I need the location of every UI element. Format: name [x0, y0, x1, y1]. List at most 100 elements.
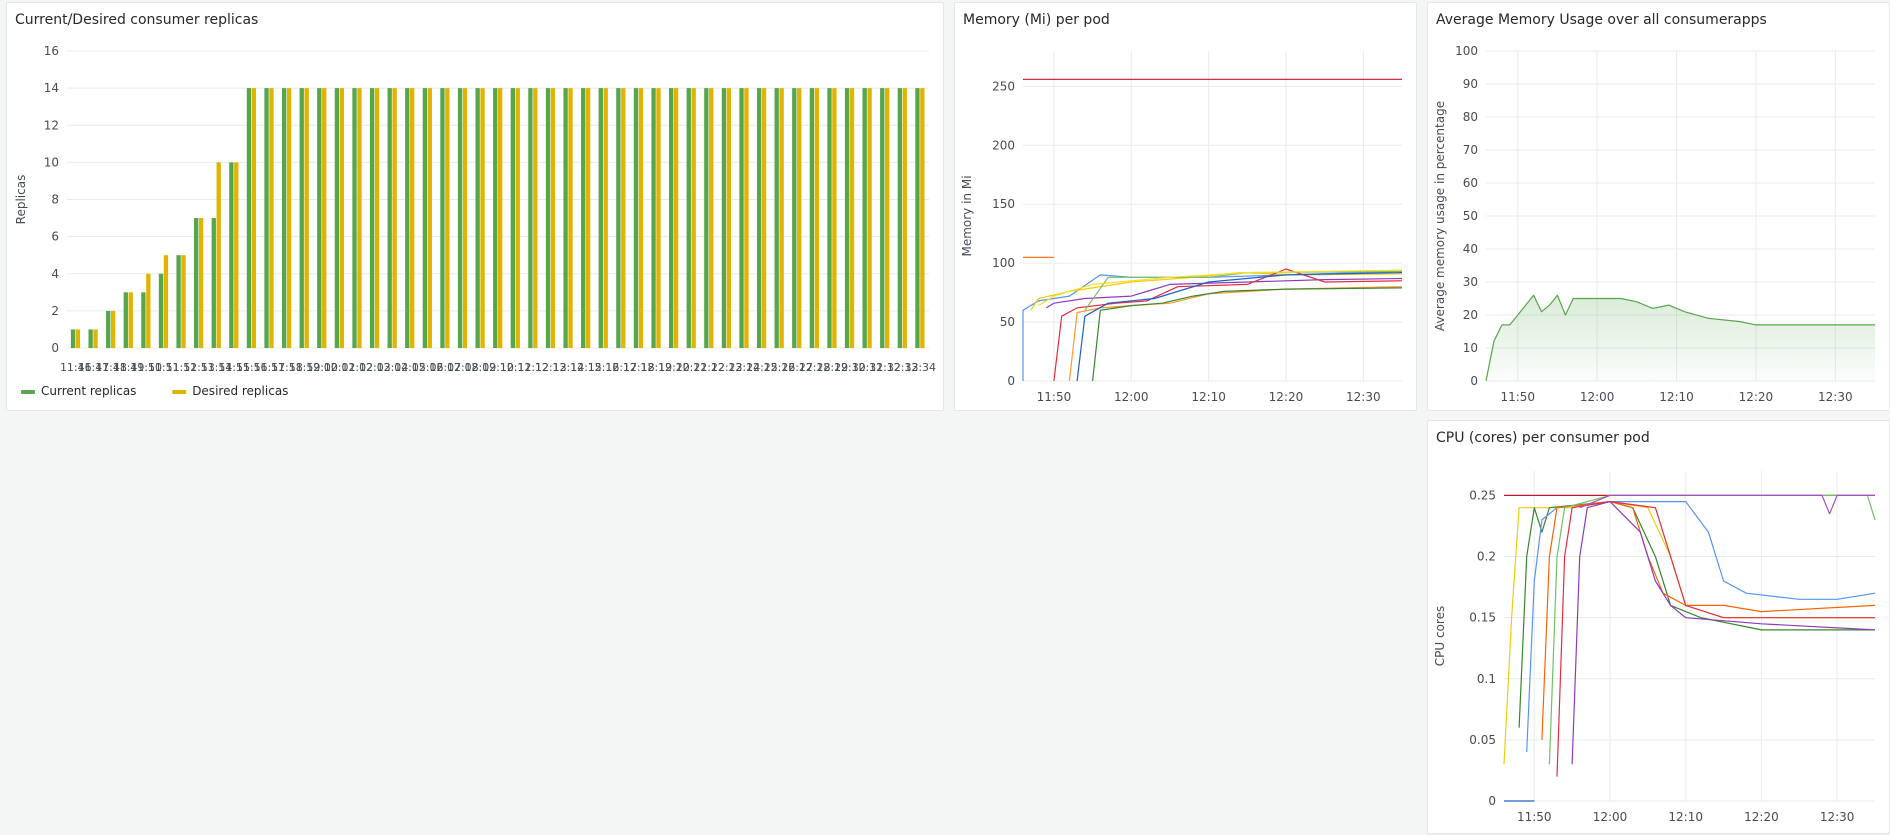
bar	[656, 88, 661, 348]
y-tick-label: 0.15	[1469, 611, 1496, 625]
bar	[638, 88, 644, 348]
y-tick-label: 90	[1463, 77, 1478, 91]
x-tick-label: 12:00	[1593, 810, 1628, 824]
bar	[704, 88, 709, 348]
x-tick-label: 12:22	[693, 361, 725, 374]
y-tick-label: 0.2	[1477, 550, 1496, 564]
x-tick-label: 12:20	[658, 361, 690, 374]
y-tick-label: 10	[44, 155, 59, 169]
bar	[216, 162, 221, 348]
bar	[234, 162, 239, 348]
bar	[633, 88, 639, 348]
cpu-panel[interactable]: CPU (cores) per consumer pod 0 0.05 0.1 0.1…	[1427, 420, 1890, 834]
y-axis-label: Replicas	[14, 175, 28, 225]
x-tick-label: 12:25	[746, 361, 778, 374]
x-tick-label: 12:17	[605, 361, 637, 374]
x-tick-label: 11:50	[130, 361, 162, 374]
x-tick-label: 12:18	[623, 361, 655, 374]
bar	[797, 88, 802, 348]
bar	[211, 218, 216, 348]
x-tick-label: 12:09	[465, 361, 497, 374]
bar	[510, 88, 515, 348]
bar	[779, 88, 784, 348]
x-tick-label: 12:28	[799, 361, 831, 374]
y-tick-label: 0.25	[1469, 488, 1496, 502]
x-tick-label: 12:12	[517, 361, 549, 374]
memory-chart: 0 50 100 150 200 250 11:50 12:00 12:10 12:20 12:30…	[960, 51, 1403, 404]
replicas-panel[interactable]: Current/Desired consumer replicas 0 2 4 6 8 1…	[6, 2, 944, 411]
bar	[141, 292, 146, 348]
bar	[480, 88, 485, 348]
bar	[181, 255, 186, 348]
bar	[106, 310, 111, 348]
bar	[440, 88, 445, 348]
bar	[334, 88, 340, 348]
bar	[533, 88, 538, 348]
x-tick-label: 12:34	[904, 361, 936, 374]
y-tick-label: 150	[992, 197, 1015, 211]
y-tick-label: 80	[1463, 110, 1478, 124]
y-tick-label: 50	[1463, 209, 1478, 223]
x-tick-label: 12:07	[429, 361, 461, 374]
bar	[369, 88, 375, 348]
bar	[317, 88, 322, 348]
bar	[198, 218, 204, 348]
y-tick-label: 12	[44, 118, 59, 132]
y-tick-label: 0	[1488, 794, 1496, 808]
series-line	[1053, 268, 1403, 382]
x-tick-label: 12:31	[852, 361, 884, 374]
y-tick-label: 0.1	[1477, 672, 1496, 686]
bar	[264, 88, 269, 348]
bar	[739, 88, 744, 348]
series-line	[1076, 272, 1403, 382]
bar	[761, 88, 767, 348]
bar	[885, 88, 890, 348]
y-tick-label: 2	[51, 304, 59, 318]
bar	[844, 88, 850, 348]
bar	[598, 88, 603, 348]
x-tick-label: 12:23	[711, 361, 743, 374]
bar	[581, 88, 586, 348]
y-tick-label: 4	[51, 267, 59, 281]
legend-swatch	[172, 390, 187, 394]
x-tick-label: 12:03	[359, 361, 391, 374]
bar	[176, 255, 181, 348]
x-tick-label: 11:48	[95, 361, 127, 374]
bar	[809, 88, 815, 348]
memory-panel[interactable]: Memory (Mi) per pod 0 50 100 150 200 250 11:50…	[954, 2, 1417, 411]
legend-label: Desired replicas	[192, 384, 288, 398]
replicas-panel-title: Current/Desired consumer replicas	[15, 12, 259, 28]
x-tick-label: 12:20	[1744, 810, 1779, 824]
y-tick-label: 70	[1463, 143, 1478, 157]
y-tick-label: 50	[1000, 315, 1015, 329]
bar	[902, 88, 907, 348]
bar	[691, 88, 696, 348]
bar	[827, 88, 832, 348]
series-line	[1068, 286, 1403, 382]
bar	[110, 310, 116, 348]
bar	[194, 218, 199, 348]
bar	[814, 88, 819, 348]
bar	[726, 88, 732, 348]
bar	[709, 88, 714, 348]
memory-panel-title: Memory (Mi) per pod	[963, 12, 1110, 28]
bar	[862, 88, 867, 348]
avgmem-panel[interactable]: Average Memory Usage over all consumerap…	[1427, 2, 1890, 411]
bar	[304, 88, 309, 348]
bar	[70, 329, 76, 348]
y-tick-label: 0.05	[1469, 733, 1496, 747]
bar	[545, 88, 551, 348]
x-tick-label: 12:01	[324, 361, 356, 374]
bar	[146, 273, 151, 348]
y-tick-label: 6	[51, 230, 59, 244]
x-tick-label: 12:32	[869, 361, 901, 374]
y-tick-label: 16	[44, 44, 59, 58]
x-tick-label: 12:00	[1114, 390, 1149, 404]
bar	[93, 329, 98, 348]
x-tick-label: 12:19	[640, 361, 672, 374]
x-tick-label: 12:10	[1668, 810, 1703, 824]
bar	[128, 292, 133, 348]
bar	[498, 88, 503, 348]
y-tick-label: 0	[51, 341, 59, 355]
cpu-panel-title: CPU (cores) per consumer pod	[1436, 430, 1650, 446]
